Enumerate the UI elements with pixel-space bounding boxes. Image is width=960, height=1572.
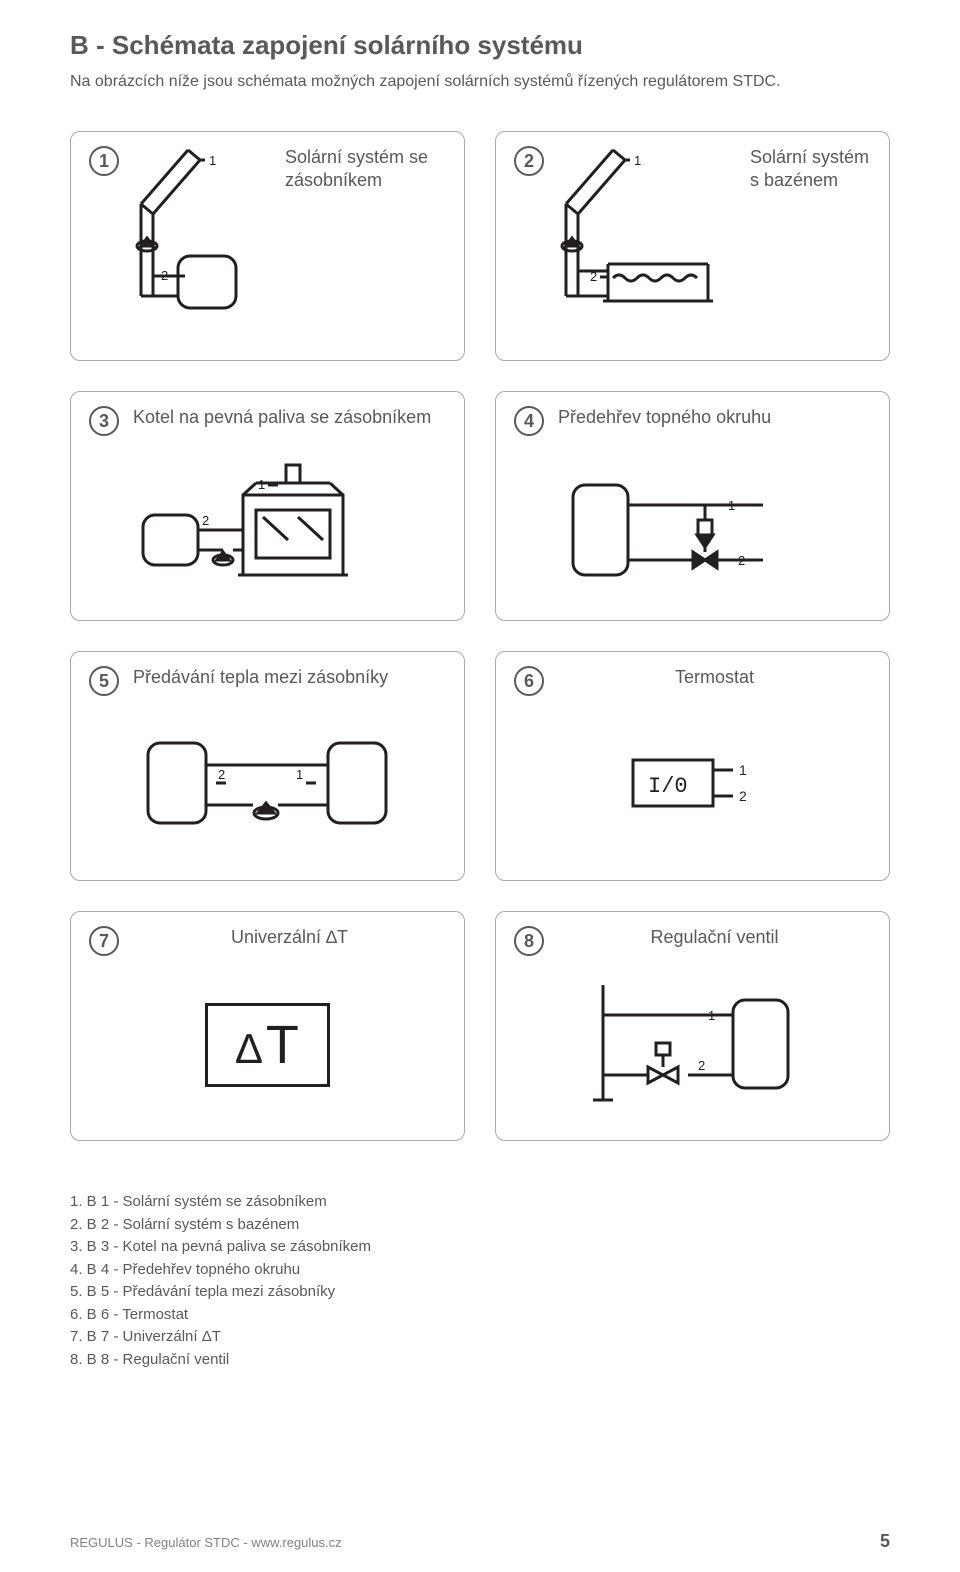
footer-left: REGULUS - Regulátor STDC - www.regulus.c… bbox=[70, 1535, 342, 1550]
solar-pool-icon: 1 2 bbox=[558, 146, 738, 316]
page-subtitle: Na obrázcích níže jsou schémata možných … bbox=[70, 73, 890, 91]
legend-item: 2. B 2 - Solární systém s bazénem bbox=[70, 1214, 890, 1237]
diagram-cell-3: 3 Kotel na pevná paliva se zásobníkem 2 bbox=[70, 391, 465, 621]
svg-text:1: 1 bbox=[296, 767, 303, 782]
two-tanks-icon: 2 1 bbox=[138, 725, 398, 845]
diagram-cell-7: 7 Univerzální ∆T ∆T bbox=[70, 911, 465, 1141]
cell-number: 6 bbox=[514, 666, 544, 696]
legend-item: 5. B 5 - Předávání tepla mezi zásobníky bbox=[70, 1281, 890, 1304]
cell-number: 8 bbox=[514, 926, 544, 956]
svg-text:I/0: I/0 bbox=[648, 774, 688, 799]
diagram-cell-1: 1 1 bbox=[70, 131, 465, 361]
diagram-grid: 1 1 bbox=[70, 131, 890, 1141]
svg-text:1: 1 bbox=[634, 153, 641, 168]
cell-label: Solární systém s bazénem bbox=[750, 146, 871, 316]
cell-number: 5 bbox=[89, 666, 119, 696]
boiler-tank-icon: 2 1 bbox=[138, 455, 398, 595]
diagram-cell-4: 4 Předehřev topného okruhu 1 bbox=[495, 391, 890, 621]
cell-number: 2 bbox=[514, 146, 544, 176]
svg-text:2: 2 bbox=[590, 269, 597, 284]
svg-text:2: 2 bbox=[202, 513, 209, 528]
solar-tank-icon: 1 2 bbox=[133, 146, 273, 316]
svg-text:1: 1 bbox=[209, 153, 216, 168]
cell-number: 4 bbox=[514, 406, 544, 436]
svg-text:2: 2 bbox=[738, 553, 745, 568]
diagram-cell-2: 2 1 bbox=[495, 131, 890, 361]
svg-text:1: 1 bbox=[739, 762, 747, 778]
legend-item: 3. B 3 - Kotel na pevná paliva se zásobn… bbox=[70, 1236, 890, 1259]
cell-label: Termostat bbox=[558, 666, 871, 689]
svg-text:1: 1 bbox=[728, 498, 735, 513]
legend-item: 4. B 4 - Předehřev topného okruhu bbox=[70, 1259, 890, 1282]
diagram-cell-5: 5 Předávání tepla mezi zásobníky 2 1 bbox=[70, 651, 465, 881]
cell-label: Kotel na pevná paliva se zásobníkem bbox=[133, 406, 446, 429]
svg-text:2: 2 bbox=[161, 268, 168, 283]
page-number: 5 bbox=[880, 1531, 890, 1552]
valve-icon: 1 2 bbox=[573, 975, 813, 1115]
svg-text:1: 1 bbox=[258, 477, 265, 492]
cell-number: 3 bbox=[89, 406, 119, 436]
svg-text:2: 2 bbox=[218, 767, 225, 782]
cell-label: Univerzální ∆T bbox=[133, 926, 446, 949]
cell-number: 7 bbox=[89, 926, 119, 956]
cell-label: Předehřev topného okruhu bbox=[558, 406, 871, 429]
page-footer: REGULUS - Regulátor STDC - www.regulus.c… bbox=[70, 1531, 890, 1552]
cell-number: 1 bbox=[89, 146, 119, 176]
thermostat-icon: I/0 1 2 bbox=[603, 730, 783, 840]
svg-text:1: 1 bbox=[708, 1008, 715, 1023]
cell-label: Regulační ventil bbox=[558, 926, 871, 949]
legend-item: 6. B 6 - Termostat bbox=[70, 1304, 890, 1327]
svg-text:2: 2 bbox=[698, 1058, 705, 1073]
diagram-cell-6: 6 Termostat I/0 1 2 bbox=[495, 651, 890, 881]
svg-text:2: 2 bbox=[739, 788, 747, 804]
diagram-cell-8: 8 Regulační ventil 1 2 bbox=[495, 911, 890, 1141]
legend-list: 1. B 1 - Solární systém se zásobníkem 2.… bbox=[70, 1191, 890, 1371]
legend-item: 1. B 1 - Solární systém se zásobníkem bbox=[70, 1191, 890, 1214]
preheat-icon: 1 2 bbox=[563, 455, 823, 595]
legend-item: 7. B 7 - Univerzální ΔT bbox=[70, 1326, 890, 1349]
cell-label: Předávání tepla mezi zásobníky bbox=[133, 666, 446, 689]
cell-label: Solární systém se zásobníkem bbox=[285, 146, 446, 316]
delta-t-icon: ∆T bbox=[205, 1003, 330, 1087]
page-title: B - Schémata zapojení solárního systému bbox=[70, 30, 890, 61]
legend-item: 8. B 8 - Regulační ventil bbox=[70, 1349, 890, 1372]
